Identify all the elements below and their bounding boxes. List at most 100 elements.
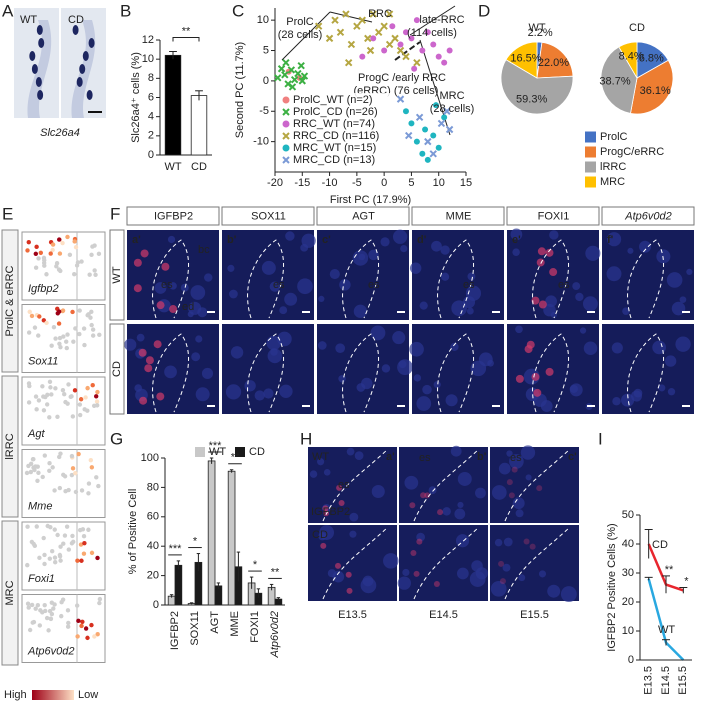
cell-dot [76, 618, 81, 624]
cell-dot [86, 527, 91, 532]
y-tick-label: 100 [141, 452, 159, 464]
epithelium-outline [532, 333, 569, 413]
cell-dot [37, 555, 42, 561]
signal [545, 248, 554, 257]
cell-dot [62, 392, 67, 397]
point [325, 34, 334, 43]
value-label: 59.3% [516, 94, 547, 106]
nuclei [167, 235, 176, 244]
nuclei [518, 574, 526, 582]
cell-dot [42, 561, 47, 567]
point [366, 46, 375, 55]
nuclei [621, 393, 635, 407]
point [353, 22, 361, 30]
legend-label: ProlC_WT (n=2) [293, 94, 373, 106]
column-header [126, 206, 220, 226]
nuclei [261, 260, 276, 275]
cell-dot [73, 326, 78, 331]
cell-dot [53, 336, 58, 341]
group-box [1, 375, 19, 518]
annotation: (28 cells) [430, 103, 475, 115]
point [435, 53, 442, 60]
cell-dot [47, 468, 52, 473]
cell-dot [89, 309, 94, 315]
nuclei [457, 471, 472, 486]
cell-dot [81, 326, 87, 331]
cell-dot [34, 244, 39, 250]
cell-dot [90, 327, 96, 332]
cell-dot [75, 634, 80, 639]
x-tick-label: -20 [267, 177, 283, 189]
tissue [27, 20, 52, 118]
cell-dot [27, 309, 32, 314]
nuclei [652, 340, 667, 355]
cell-dot [25, 562, 30, 568]
epithelium-outline [532, 239, 569, 319]
nuclei [190, 285, 206, 300]
point [336, 28, 345, 37]
nuclei [456, 567, 469, 580]
legend-label: CD [249, 446, 265, 458]
cell-dot [67, 252, 73, 257]
point [413, 58, 421, 67]
nuclei [416, 532, 425, 542]
x-tick-label: E14.5 [660, 666, 672, 695]
cell-dot [90, 244, 95, 249]
stain-label: IGFBP2 [311, 506, 350, 518]
cell-dot [69, 472, 75, 478]
cell-dot [57, 341, 62, 346]
signal [508, 492, 515, 499]
cell-dot [42, 257, 47, 263]
cell-dot [47, 415, 52, 420]
cell-dot [80, 527, 86, 532]
cell-dot [25, 601, 31, 606]
cell-dot [48, 524, 53, 530]
x-tick-label: 10 [433, 177, 445, 189]
signal [533, 388, 542, 397]
nuclei [416, 396, 432, 411]
legend-marker [282, 120, 290, 128]
cell-dot [72, 239, 77, 244]
point [441, 59, 448, 66]
x-tick-label: 15 [460, 177, 472, 189]
signal [538, 300, 547, 309]
cell-dot [29, 602, 35, 608]
scale-label: High [4, 689, 27, 701]
nuclei [164, 365, 177, 379]
point [290, 75, 299, 84]
nuclei [442, 507, 451, 516]
cell-dot [40, 384, 45, 389]
cell-dot [26, 605, 31, 610]
cell-dot [85, 408, 90, 413]
point [415, 113, 424, 122]
stain [72, 25, 79, 35]
cell-dot [70, 309, 75, 315]
point [432, 102, 439, 109]
epithelium-outline [437, 239, 474, 319]
value-label: 22.0% [538, 57, 569, 69]
nuclei [606, 266, 622, 282]
cell-dot [49, 392, 54, 397]
y-tick-label: 0 [153, 599, 159, 611]
cell-dot [72, 272, 77, 277]
nuclei [585, 245, 601, 261]
y-tick-label: 60 [147, 511, 159, 523]
nuclei [263, 388, 274, 399]
point [300, 72, 309, 80]
nuclei [679, 296, 687, 304]
nuclei [392, 331, 406, 345]
nuclei [309, 470, 318, 478]
nuclei [154, 282, 167, 294]
nuclei [475, 487, 486, 499]
panel-letter: H [300, 429, 312, 448]
y-axis-label: IGFBP2 Positive Cells (%) [606, 523, 618, 651]
signal [345, 571, 352, 578]
legend-label: ProgC/eRRC [600, 146, 664, 158]
point [411, 65, 418, 72]
pie-slice [600, 46, 638, 114]
point [443, 107, 451, 115]
sublabel: a' [386, 451, 395, 463]
cell-dot [89, 550, 95, 556]
nuclei [195, 335, 203, 343]
